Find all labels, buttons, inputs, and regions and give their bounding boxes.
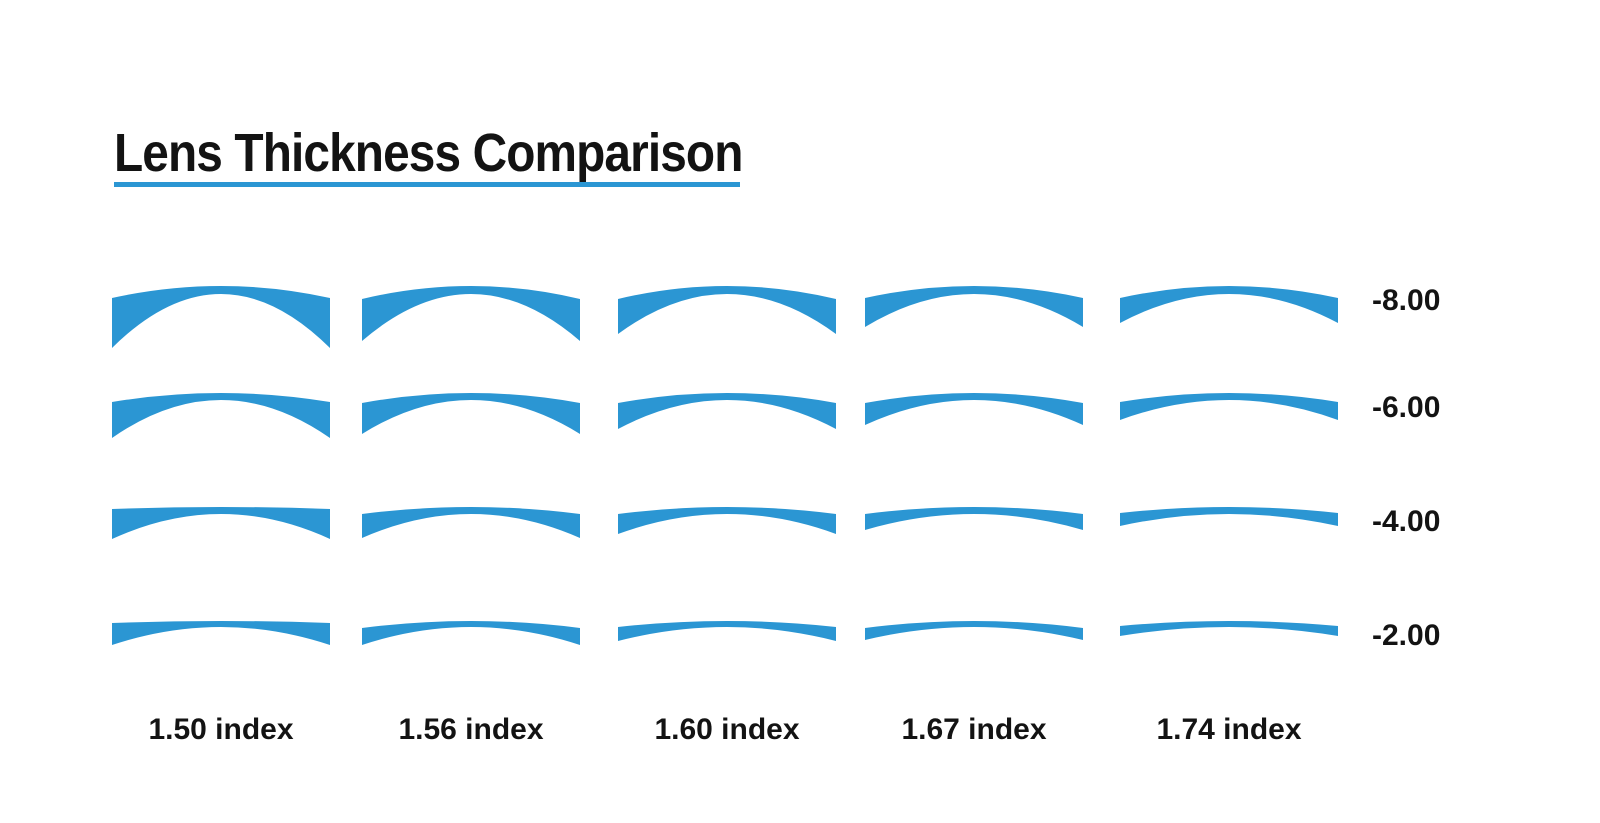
column-label-1.60-index: 1.60 index (654, 713, 800, 746)
column-label-1.67-index: 1.67 index (901, 713, 1047, 746)
title-underline (114, 182, 740, 187)
lens-shape-1.50-index--6.00 (112, 393, 330, 438)
lens-shape-1.67-index--6.00 (865, 393, 1083, 425)
lens-shape-1.74-index--6.00 (1120, 393, 1338, 420)
lens-shape-1.50-index--4.00 (112, 507, 330, 539)
column-label-1.50-index: 1.50 index (148, 713, 294, 746)
lens-shape-1.60-index--8.00 (618, 286, 836, 334)
lens-shape-1.50-index--8.00 (112, 286, 330, 348)
lens-shape-1.67-index--2.00 (865, 621, 1083, 640)
row-label--2.00: -2.00 (1372, 619, 1441, 652)
lens-shape-1.50-index--2.00 (112, 621, 330, 645)
lens-shape-1.56-index--8.00 (362, 286, 580, 341)
row-label--6.00: -6.00 (1372, 391, 1441, 424)
column-label-1.56-index: 1.56 index (398, 713, 544, 746)
lens-shape-1.60-index--2.00 (618, 621, 836, 641)
page-title: Lens Thickness Comparison (114, 123, 743, 183)
column-label-1.74-index: 1.74 index (1156, 713, 1302, 746)
lens-shape-1.60-index--6.00 (618, 393, 836, 429)
row-label--8.00: -8.00 (1372, 284, 1441, 317)
lens-shape-1.74-index--2.00 (1120, 621, 1338, 636)
lens-shape-1.56-index--2.00 (362, 621, 580, 645)
lens-shape-1.56-index--6.00 (362, 393, 580, 434)
lens-shape-1.67-index--8.00 (865, 286, 1083, 327)
lens-shape-1.56-index--4.00 (362, 507, 580, 538)
lens-shape-1.67-index--4.00 (865, 507, 1083, 530)
lens-shape-1.74-index--4.00 (1120, 507, 1338, 526)
lens-shape-1.74-index--8.00 (1120, 286, 1338, 323)
row-label--4.00: -4.00 (1372, 505, 1441, 538)
lens-shape-1.60-index--4.00 (618, 507, 836, 534)
